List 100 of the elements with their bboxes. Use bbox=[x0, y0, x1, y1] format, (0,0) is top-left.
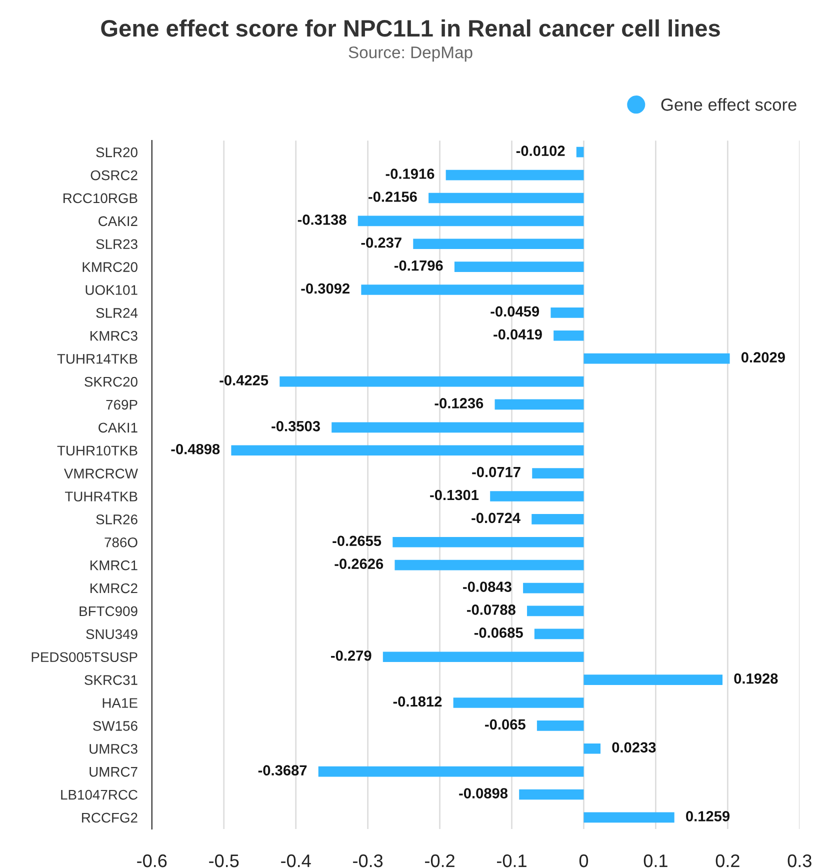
data-label: -0.0724 bbox=[472, 512, 520, 524]
y-tick-label: SLR23 bbox=[96, 239, 138, 250]
y-tick-label: HA1E bbox=[102, 698, 138, 708]
x-tick-label: -0.2 bbox=[425, 854, 454, 868]
data-label: 0.2029 bbox=[741, 352, 785, 362]
y-tick-label: LB1047RCC bbox=[61, 790, 138, 800]
y-tick-label: SKRC31 bbox=[84, 675, 138, 685]
data-label: -0.0419 bbox=[494, 329, 542, 340]
data-label: -0.3092 bbox=[301, 283, 350, 294]
data-label: -0.2655 bbox=[332, 536, 382, 546]
y-tick-label: SLR24 bbox=[96, 308, 138, 318]
y-tick-label: BFTC909 bbox=[80, 606, 138, 616]
bar bbox=[584, 743, 600, 754]
bar bbox=[358, 216, 584, 226]
data-label: -0.0102 bbox=[516, 146, 565, 156]
x-tick-label: 0.1 bbox=[644, 854, 668, 868]
bar bbox=[454, 262, 584, 272]
data-label: 0.0233 bbox=[612, 742, 656, 753]
x-tick-label: -0.1 bbox=[497, 854, 526, 868]
data-label: -0.0843 bbox=[463, 582, 512, 592]
x-tick-label: 0.2 bbox=[716, 854, 740, 868]
y-tick-label: UMRC3 bbox=[90, 744, 138, 754]
bar bbox=[523, 582, 584, 594]
bar bbox=[532, 514, 584, 524]
y-tick-label: TUHR14TKB bbox=[57, 354, 138, 364]
bar bbox=[446, 170, 584, 180]
bar bbox=[584, 674, 722, 685]
x-tick-label: -0.3 bbox=[353, 854, 383, 868]
bar bbox=[428, 192, 584, 204]
bar bbox=[318, 766, 584, 777]
bar bbox=[532, 468, 584, 478]
bar bbox=[554, 330, 584, 341]
data-label: -0.065 bbox=[485, 719, 526, 730]
y-tick-label: CAKI1 bbox=[98, 422, 138, 433]
data-label: -0.1796 bbox=[394, 260, 443, 271]
bar bbox=[534, 628, 584, 640]
x-tick-label: -0.4 bbox=[281, 854, 311, 868]
data-label: -0.1812 bbox=[393, 696, 442, 707]
bar bbox=[490, 491, 584, 502]
bar bbox=[527, 606, 584, 616]
bar bbox=[413, 238, 584, 250]
bar bbox=[550, 308, 584, 318]
x-tick-label: 0 bbox=[579, 854, 588, 868]
y-tick-label: TUHR4TKB bbox=[65, 492, 138, 502]
data-label: 0.1928 bbox=[734, 673, 778, 684]
data-label: -0.0685 bbox=[474, 628, 523, 638]
y-tick-label: OSRC2 bbox=[90, 170, 138, 180]
y-tick-label: PEDS005TSUSP bbox=[32, 652, 138, 662]
bar bbox=[392, 536, 584, 548]
y-tick-label: RCCFG2 bbox=[82, 812, 138, 823]
bar bbox=[536, 720, 584, 731]
data-label: 0.1259 bbox=[686, 811, 730, 822]
y-tick-label: SLR26 bbox=[96, 514, 138, 524]
y-tick-label: SKRC20 bbox=[84, 376, 138, 387]
y-tick-label: UMRC7 bbox=[90, 766, 138, 777]
data-label: -0.0788 bbox=[467, 604, 516, 615]
data-label: -0.1916 bbox=[386, 168, 434, 179]
chart-subtitle: Source: DepMap bbox=[348, 46, 472, 62]
bar bbox=[231, 445, 584, 456]
data-label: -0.0459 bbox=[490, 306, 540, 317]
y-tick-label: KMRC2 bbox=[90, 583, 138, 594]
y-tick-label: TUHR10TKB bbox=[57, 446, 138, 456]
bar bbox=[584, 812, 674, 823]
data-label: -0.4225 bbox=[220, 375, 268, 386]
y-tick-label: CAKI2 bbox=[98, 216, 138, 226]
y-tick-label: KMRC3 bbox=[90, 330, 138, 341]
bar bbox=[576, 146, 584, 158]
y-tick-label: SLR20 bbox=[96, 147, 138, 158]
bar bbox=[494, 399, 584, 410]
y-tick-label: SW156 bbox=[93, 721, 138, 731]
y-tick-label: KMRC20 bbox=[82, 262, 138, 272]
bar bbox=[519, 789, 584, 800]
bar bbox=[394, 560, 584, 570]
bar bbox=[453, 698, 584, 708]
x-tick-label: -0.5 bbox=[209, 854, 239, 868]
data-label: -0.3687 bbox=[258, 765, 307, 776]
data-label: -0.4898 bbox=[171, 444, 220, 454]
data-label: -0.3138 bbox=[298, 214, 346, 225]
bar bbox=[280, 376, 584, 387]
legend-label: Gene effect score bbox=[661, 98, 796, 111]
bar bbox=[584, 353, 730, 364]
bar bbox=[332, 422, 584, 433]
data-label: -0.2626 bbox=[334, 558, 384, 569]
bar bbox=[361, 284, 584, 295]
x-tick-label: 0.3 bbox=[788, 854, 812, 868]
y-tick-label: 769P bbox=[106, 400, 138, 410]
y-tick-label: 786O bbox=[104, 537, 138, 548]
y-tick-label: RCC10RGB bbox=[64, 193, 138, 204]
data-label: -0.1301 bbox=[430, 490, 479, 500]
data-label: -0.0717 bbox=[472, 466, 520, 478]
y-tick-label: KMRC1 bbox=[90, 560, 138, 570]
chart-title: Gene effect score for NPC1L1 in Renal cancer cell lines bbox=[101, 19, 720, 37]
data-label: -0.2156 bbox=[368, 192, 417, 202]
x-tick-label: -0.6 bbox=[137, 854, 167, 868]
data-label: -0.3503 bbox=[272, 421, 320, 432]
data-label: -0.0898 bbox=[459, 788, 508, 798]
data-label: -0.237 bbox=[361, 237, 402, 248]
y-tick-label: VMRCRCW bbox=[64, 468, 138, 478]
bar bbox=[382, 652, 584, 662]
data-label: -0.1236 bbox=[434, 398, 484, 408]
